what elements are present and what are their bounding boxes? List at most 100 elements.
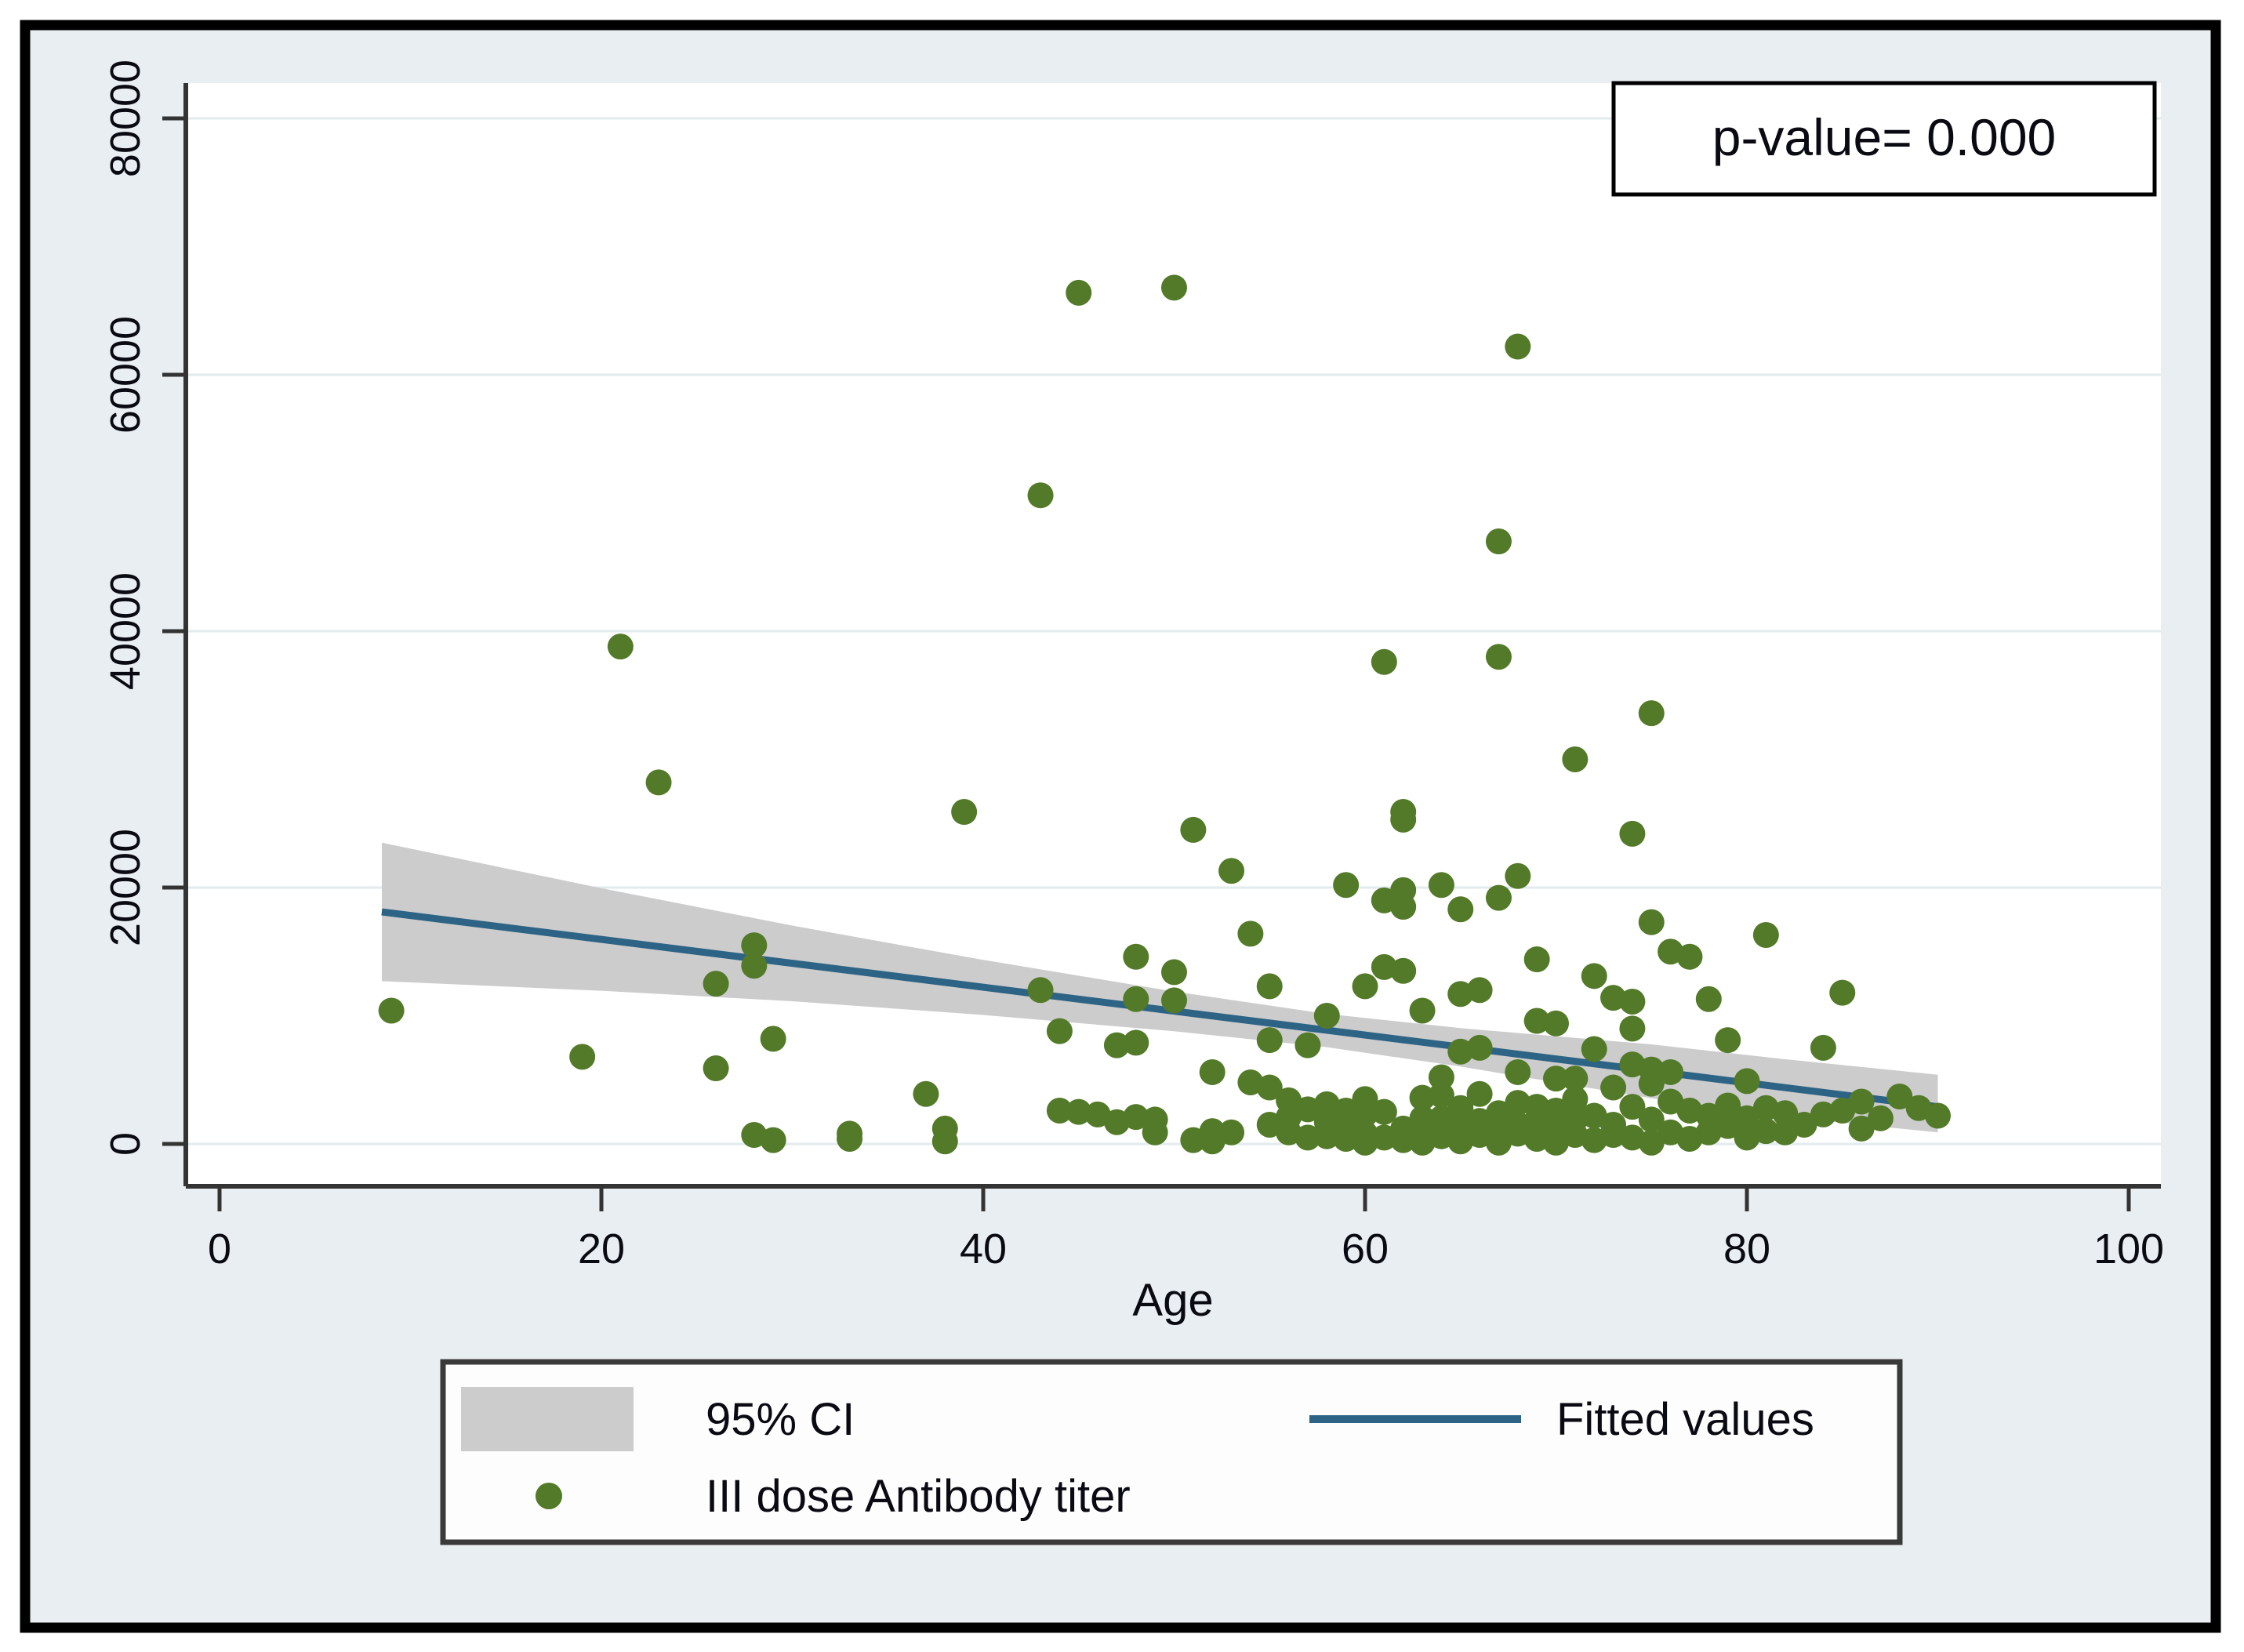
data-point bbox=[1562, 1066, 1589, 1092]
data-point bbox=[1237, 920, 1264, 947]
data-point bbox=[1581, 963, 1607, 989]
x-tick-label: 100 bbox=[2093, 1225, 2164, 1273]
legend-box bbox=[440, 1359, 1903, 1545]
x-tick-label: 40 bbox=[960, 1225, 1007, 1273]
data-point bbox=[645, 769, 672, 796]
data-point bbox=[1466, 1034, 1493, 1061]
data-point bbox=[913, 1080, 939, 1107]
y-axis-ticks: 0 20000 40000 60000 80000 bbox=[102, 60, 186, 1156]
data-point bbox=[931, 1128, 958, 1155]
data-point bbox=[1485, 644, 1512, 670]
data-point bbox=[1543, 1010, 1569, 1037]
data-point bbox=[1638, 909, 1665, 935]
data-point bbox=[1256, 1027, 1283, 1054]
p-value-box bbox=[1611, 81, 2157, 197]
data-point bbox=[1142, 1119, 1168, 1146]
data-point bbox=[1505, 862, 1531, 889]
data-point bbox=[1619, 989, 1646, 1015]
data-point bbox=[1294, 1124, 1321, 1151]
data-point bbox=[1066, 1098, 1092, 1125]
legend-scatter-label: III dose Antibody titer bbox=[706, 1471, 1131, 1522]
figure-border bbox=[20, 20, 2221, 1633]
data-point bbox=[1161, 959, 1187, 986]
data-point bbox=[1428, 1064, 1454, 1091]
data-point bbox=[741, 932, 768, 959]
data-point bbox=[703, 1055, 729, 1082]
data-point bbox=[1218, 858, 1245, 884]
data-point bbox=[1371, 1098, 1397, 1125]
data-point bbox=[1161, 274, 1187, 301]
data-point bbox=[1658, 1058, 1684, 1085]
ci-swatch bbox=[461, 1387, 634, 1451]
x-axis-ticks: 0 20 40 60 80 100 bbox=[208, 1186, 2164, 1273]
data-point bbox=[1715, 1027, 1741, 1054]
data-point bbox=[1848, 1115, 1875, 1142]
data-point bbox=[1428, 1082, 1454, 1109]
data-point bbox=[1848, 1088, 1875, 1115]
data-point bbox=[1581, 1036, 1607, 1062]
data-point bbox=[1523, 946, 1550, 973]
data-point bbox=[1027, 482, 1054, 509]
x-tick-label: 20 bbox=[578, 1225, 625, 1273]
data-point bbox=[1428, 872, 1454, 899]
data-point bbox=[1523, 1108, 1550, 1135]
data-point bbox=[1218, 1119, 1245, 1146]
data-point bbox=[1352, 1101, 1378, 1127]
data-point bbox=[1867, 1105, 1894, 1131]
data-point bbox=[1715, 1092, 1741, 1119]
data-point bbox=[1562, 746, 1589, 772]
data-point bbox=[1505, 333, 1531, 360]
data-point bbox=[1772, 1100, 1799, 1127]
data-point bbox=[741, 953, 768, 979]
legend: 95% CI Fitted values III dose Antibody t… bbox=[440, 1359, 1903, 1545]
legend-ci-label: 95% CI bbox=[706, 1394, 855, 1445]
x-tick-label: 0 bbox=[208, 1225, 231, 1273]
data-point bbox=[760, 1026, 786, 1052]
data-point bbox=[1543, 1066, 1569, 1092]
data-point bbox=[837, 1125, 863, 1152]
data-point bbox=[1619, 1094, 1646, 1120]
data-point bbox=[1046, 1018, 1073, 1044]
data-point bbox=[1734, 1105, 1760, 1131]
data-point bbox=[1600, 1122, 1627, 1149]
data-point bbox=[1752, 921, 1779, 948]
x-tick-label: 60 bbox=[1342, 1225, 1389, 1273]
data-point bbox=[1810, 1034, 1836, 1061]
data-point bbox=[1180, 816, 1207, 843]
data-point bbox=[1046, 1097, 1073, 1124]
data-point bbox=[1752, 1118, 1779, 1145]
data-point bbox=[1371, 648, 1397, 675]
data-point bbox=[1294, 1032, 1321, 1058]
data-point bbox=[703, 971, 729, 997]
data-point bbox=[1409, 1084, 1436, 1111]
data-point bbox=[1523, 1008, 1550, 1034]
p-value-annotation: p-value= 0.000 bbox=[1611, 81, 2157, 197]
scatter-points bbox=[378, 274, 1951, 1156]
data-point bbox=[1925, 1102, 1951, 1129]
data-point bbox=[1600, 1074, 1627, 1101]
data-point bbox=[1638, 1129, 1665, 1156]
data-point bbox=[1562, 1086, 1589, 1113]
data-point bbox=[1791, 1111, 1817, 1138]
data-point bbox=[1886, 1084, 1913, 1110]
y-tick-label: 20000 bbox=[102, 829, 149, 946]
data-point bbox=[1638, 1106, 1665, 1133]
data-point bbox=[1447, 1095, 1474, 1121]
p-value-text: p-value= 0.000 bbox=[1712, 108, 2057, 166]
data-point bbox=[1505, 1058, 1531, 1085]
y-tick-label: 40000 bbox=[102, 572, 149, 690]
data-point bbox=[1256, 1074, 1283, 1101]
data-point bbox=[1390, 894, 1417, 920]
data-point bbox=[1695, 986, 1722, 1012]
data-point bbox=[1390, 957, 1417, 984]
data-point bbox=[1619, 820, 1646, 847]
data-point bbox=[1123, 1104, 1149, 1131]
data-point bbox=[1123, 1029, 1149, 1056]
data-point bbox=[1103, 1032, 1130, 1058]
data-point bbox=[607, 634, 634, 660]
data-point bbox=[1333, 872, 1360, 899]
y-tick-label: 80000 bbox=[102, 60, 149, 177]
data-point bbox=[1161, 987, 1187, 1014]
